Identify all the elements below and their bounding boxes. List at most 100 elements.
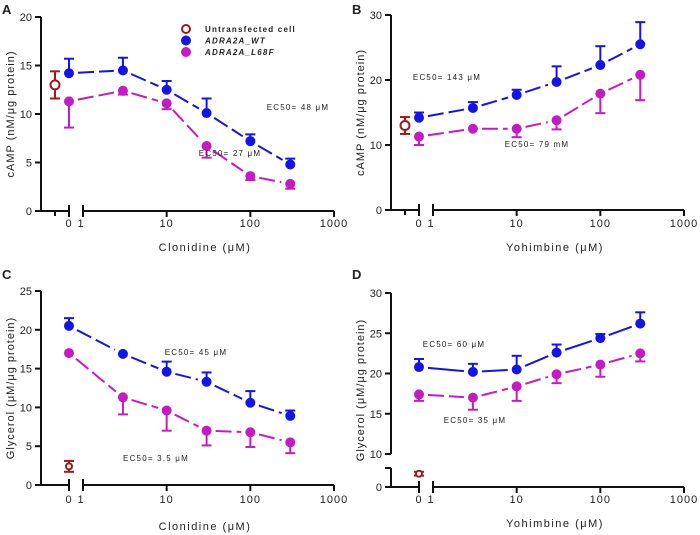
- y-tick-label: 15: [20, 61, 32, 73]
- data-point-l68f: [201, 425, 212, 436]
- series-line-segment: [174, 413, 200, 428]
- series-line-segment: [565, 365, 592, 374]
- y-tick-label: 20: [370, 369, 382, 381]
- x-tick-label: 100: [240, 494, 261, 506]
- data-point-l68f: [245, 427, 256, 438]
- series-line-segment: [427, 108, 465, 118]
- data-point-l68f: [285, 178, 296, 189]
- series-line-segment: [564, 339, 593, 351]
- y-tick-label: 10: [370, 449, 382, 461]
- y-tick-label: 0: [376, 205, 382, 217]
- y-tick-label: 15: [370, 409, 382, 421]
- data-point-wt: [285, 159, 296, 170]
- data-point-l68f: [635, 348, 646, 359]
- series-line-segment: [427, 366, 465, 373]
- data-point-wt: [201, 376, 212, 387]
- y-tick-label: 25: [20, 286, 32, 298]
- ec50-annotation: EC50= 45 μM: [165, 348, 228, 357]
- series-line-segment: [564, 67, 593, 80]
- data-point-untransfected: [399, 120, 411, 131]
- series-line-segment: [213, 117, 244, 138]
- x-tick-label: 1: [77, 218, 84, 230]
- data-point-l68f: [64, 96, 74, 107]
- x-tick-label: 100: [240, 218, 261, 230]
- ec50-annotation: EC50= 35 μM: [444, 416, 507, 425]
- y-tick-label: 10: [20, 109, 32, 121]
- data-point-l68f: [64, 348, 74, 359]
- x-tick-label: 0: [65, 494, 72, 506]
- y-tick-label: 30: [370, 288, 382, 300]
- legend-entry: Untransfected cell: [205, 25, 296, 34]
- ec50-annotation: EC50= 27 μM: [199, 149, 262, 158]
- data-point-l68f: [551, 369, 562, 380]
- data-point-l68f: [117, 85, 128, 96]
- data-point-wt: [595, 60, 606, 71]
- data-point-l68f: [414, 131, 424, 142]
- series-line-segment: [524, 355, 549, 367]
- data-point-wt: [285, 410, 296, 421]
- x-tick-label: 10: [510, 218, 524, 230]
- ec50-annotation: EC50= 79 mM: [505, 140, 570, 149]
- series-line-segment: [608, 77, 633, 91]
- data-point-wt: [414, 362, 424, 373]
- data-point-l68f: [285, 437, 296, 448]
- series-line-segment: [214, 384, 243, 400]
- series-line-segment: [130, 73, 159, 88]
- series-line-segment: [427, 393, 464, 399]
- y-tick-label: 10: [20, 402, 32, 414]
- data-point-l68f: [551, 115, 562, 126]
- series-line-segment: [213, 150, 244, 172]
- panel-label: B: [352, 2, 361, 17]
- series-line-segment: [258, 433, 282, 442]
- data-point-wt: [117, 348, 128, 359]
- y-tick-label: 25: [370, 328, 382, 340]
- data-point-l68f: [201, 141, 212, 152]
- y-axis-title: Glycerol (μM/μg protein): [355, 319, 367, 461]
- series-line-segment: [77, 91, 115, 101]
- y-tick-label: 30: [370, 10, 382, 22]
- legend-entry: ADRA2A_L68F: [204, 48, 275, 57]
- x-tick-label: 1000: [320, 218, 348, 230]
- data-point-untransfected: [415, 469, 423, 478]
- ec50-annotation: EC50= 48 μM: [267, 103, 330, 112]
- data-point-wt: [414, 112, 424, 123]
- x-tick-label: 0: [65, 218, 72, 230]
- series-line-segment: [481, 368, 508, 373]
- series-line-segment: [257, 144, 283, 161]
- data-point-wt: [511, 89, 522, 100]
- x-axis-title: Clonidine (μM): [159, 242, 252, 254]
- x-tick-label: 1: [77, 494, 84, 506]
- data-point-l68f: [595, 88, 606, 99]
- data-point-wt: [161, 366, 172, 377]
- series-line-segment: [76, 329, 116, 351]
- series-line-segment: [563, 97, 594, 117]
- panel-label: D: [352, 267, 361, 282]
- x-tick-label: 1: [427, 494, 434, 506]
- x-tick-label: 0: [415, 494, 422, 506]
- series-line-segment: [427, 129, 465, 137]
- data-point-l68f: [467, 392, 478, 403]
- ec50-annotation: EC50= 60 μM: [423, 340, 486, 349]
- legend-marker-wt: [181, 35, 191, 46]
- x-tick-label: 10: [160, 494, 174, 506]
- data-point-wt: [201, 108, 212, 119]
- series-line-segment: [75, 358, 117, 393]
- x-axis-title: Clonidine (μM): [159, 521, 252, 533]
- data-point-wt: [635, 318, 646, 329]
- data-point-wt: [245, 397, 256, 408]
- y-tick-label: 0: [26, 480, 32, 492]
- y-tick-label: 0: [376, 482, 382, 494]
- y-axis-title: cAMP (nM/μg protein): [5, 50, 17, 177]
- legend-entry: ADRA2A_WT: [204, 37, 266, 46]
- x-tick-label: 1000: [320, 494, 348, 506]
- data-point-wt: [595, 333, 606, 344]
- data-point-wt: [117, 65, 128, 76]
- x-tick-label: 100: [590, 218, 611, 230]
- series-line-segment: [215, 429, 242, 433]
- data-point-l68f: [467, 123, 478, 134]
- y-tick-label: 10: [370, 140, 382, 152]
